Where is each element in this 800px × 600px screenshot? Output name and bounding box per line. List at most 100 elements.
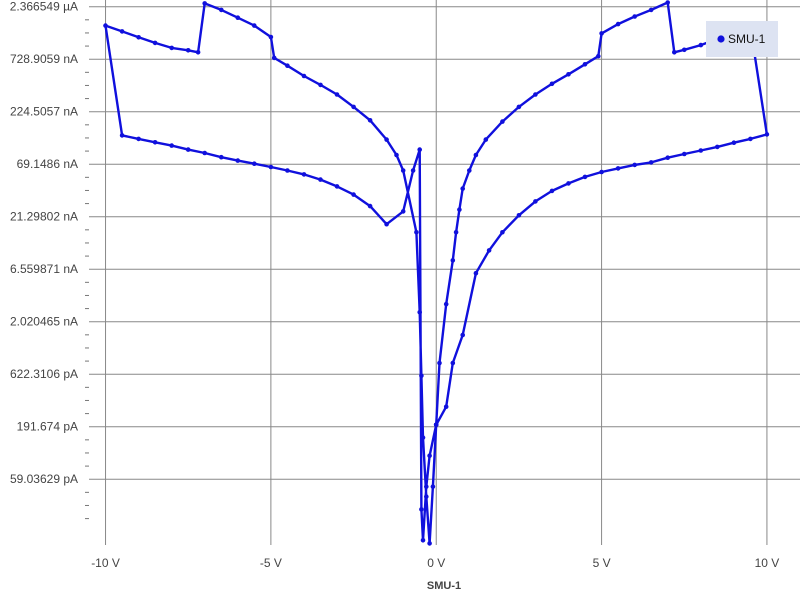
data-point	[648, 7, 654, 13]
data-point	[119, 29, 125, 34]
data-point	[731, 140, 737, 145]
y-tick-label: 224.5057 nA	[10, 105, 78, 119]
y-tick-label: 6.559871 nA	[10, 262, 78, 276]
data-point	[516, 213, 522, 218]
data-point	[533, 92, 538, 97]
data-point	[430, 484, 436, 489]
data-point	[500, 119, 505, 124]
data-point	[460, 332, 466, 338]
data-point	[748, 136, 753, 142]
data-point	[427, 541, 432, 546]
data-point	[486, 248, 492, 253]
x-tick-label: -5 V	[260, 556, 282, 570]
data-point	[682, 151, 687, 157]
data-point	[419, 373, 424, 379]
data-point	[301, 73, 307, 79]
data-point	[533, 199, 538, 204]
data-point	[420, 435, 426, 440]
data-point	[235, 158, 241, 163]
data-point	[301, 172, 307, 177]
y-tick-labels: 2.366549 µA 728.9059 nA 224.5057 nA 69.1486…	[10, 0, 78, 486]
data-point	[417, 309, 423, 315]
data-point	[400, 209, 406, 214]
data-point	[410, 168, 416, 173]
data-point	[285, 63, 290, 68]
x-tick-label: 10 V	[755, 556, 780, 570]
x-tick-label: -10 V	[91, 556, 120, 570]
data-point	[367, 203, 373, 209]
data-point	[169, 143, 174, 148]
data-point	[334, 92, 340, 97]
data-point	[119, 133, 125, 138]
data-point	[698, 148, 704, 153]
data-point	[185, 147, 191, 152]
data-point	[549, 188, 555, 194]
y-tick-label: 2.366549 µA	[10, 0, 78, 14]
data-point	[202, 150, 207, 156]
legend-marker	[717, 35, 725, 43]
data-point	[400, 168, 406, 173]
data-point	[394, 152, 399, 158]
y-tick-label: 21.29802 nA	[10, 210, 78, 224]
data-point	[271, 55, 277, 61]
data-point	[351, 192, 356, 197]
data-point	[417, 147, 423, 152]
data-point	[252, 161, 257, 166]
data-point	[443, 404, 449, 410]
data-point	[252, 23, 257, 28]
data-point	[582, 174, 588, 180]
y-tick-label: 191.674 pA	[17, 420, 78, 434]
data-point	[516, 104, 522, 110]
data-point	[219, 7, 224, 13]
data-point	[152, 40, 158, 46]
data-point	[599, 169, 604, 175]
x-axis-title: SMU-1	[427, 580, 461, 592]
data-point	[566, 181, 571, 186]
grid-layer	[89, 0, 800, 545]
data-point	[648, 160, 654, 165]
data-point	[318, 82, 323, 88]
series-smu-1	[103, 0, 770, 546]
y-tick-label: 2.020465 nA	[10, 315, 78, 329]
data-point	[235, 15, 241, 20]
data-point	[103, 23, 108, 28]
data-point	[632, 162, 637, 168]
legend[interactable]: SMU-1	[706, 21, 778, 57]
data-point	[419, 507, 424, 512]
data-point	[443, 301, 449, 307]
data-point	[384, 221, 389, 227]
data-point	[268, 34, 274, 40]
data-point	[169, 45, 174, 51]
data-point	[665, 0, 670, 5]
data-point	[582, 62, 588, 67]
y-tick-label: 622.3106 pA	[10, 367, 78, 381]
data-point	[715, 144, 720, 150]
data-point	[450, 360, 456, 366]
data-point	[285, 168, 290, 173]
data-point	[318, 177, 323, 182]
data-point	[136, 136, 141, 142]
data-point	[764, 132, 770, 137]
data-point	[599, 31, 604, 36]
data-point	[483, 137, 489, 142]
data-point	[268, 164, 274, 170]
data-point	[367, 118, 373, 123]
data-point	[453, 230, 459, 235]
data-point	[437, 360, 442, 366]
data-point	[384, 137, 389, 142]
data-point	[420, 538, 426, 543]
data-point	[473, 270, 479, 276]
data-point	[424, 494, 429, 499]
y-tick-label: 69.1486 nA	[17, 157, 78, 171]
data-point	[202, 1, 207, 6]
data-point	[414, 230, 419, 235]
data-point	[185, 48, 191, 53]
data-point	[334, 184, 340, 189]
data-point	[460, 186, 466, 191]
data-point	[672, 50, 677, 55]
x-tick-labels: -10 V -5 V 0 V 5 V 10 V	[91, 556, 779, 570]
legend-label: SMU-1	[728, 32, 766, 46]
data-point	[457, 207, 462, 212]
data-point	[632, 14, 637, 19]
